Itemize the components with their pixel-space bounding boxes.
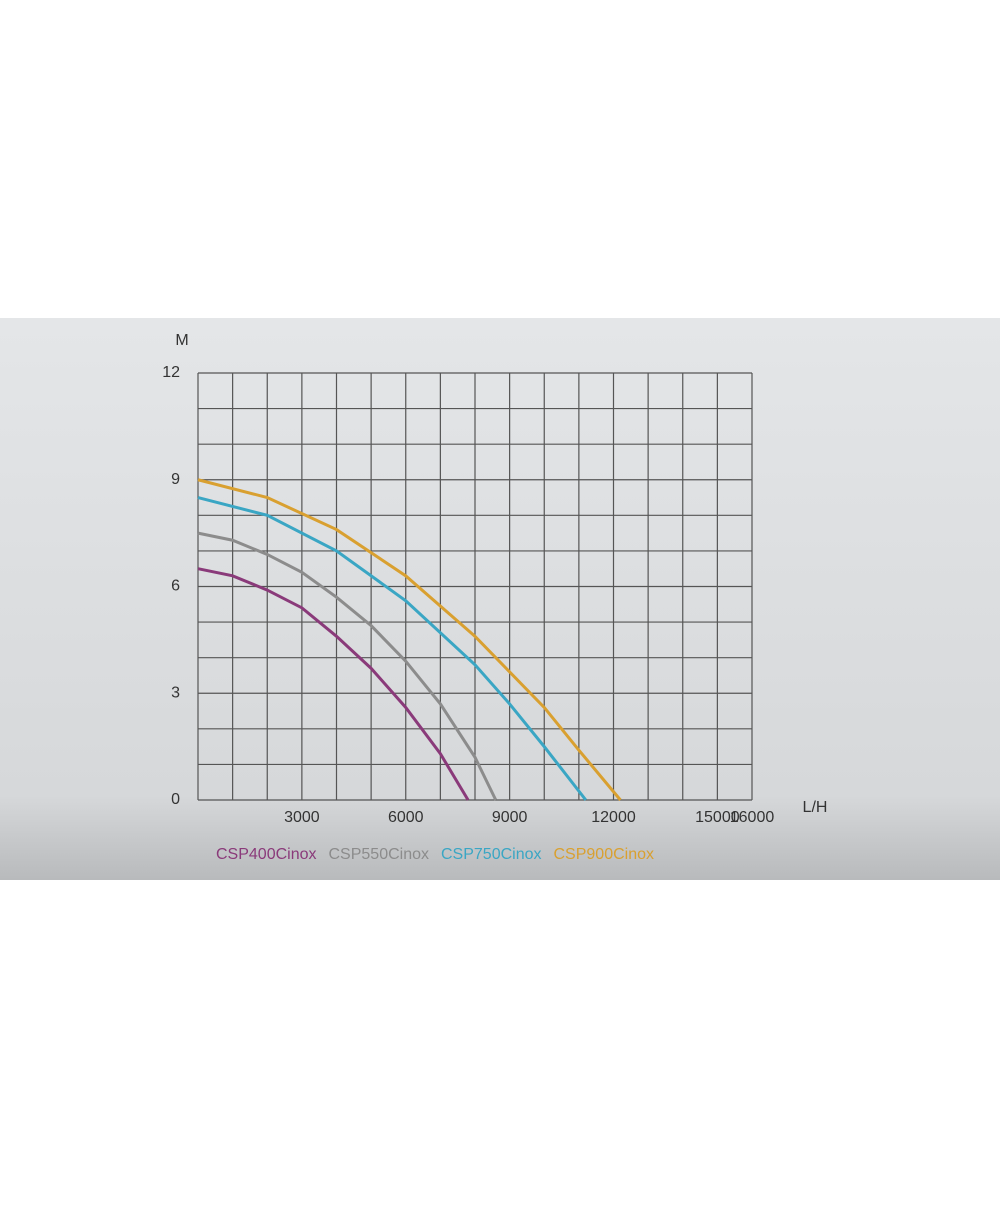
line xyxy=(197,496,587,801)
line xyxy=(197,531,498,801)
legend-entry: CSP750Cinox xyxy=(441,846,542,863)
y-tick-label: 9 xyxy=(171,471,180,488)
line xyxy=(197,478,622,801)
x-tick-label: 15000 xyxy=(695,809,740,826)
y-tick-label: 12 xyxy=(162,364,180,381)
photo-band xyxy=(0,318,1000,880)
legend-entry: CSP400Cinox xyxy=(216,846,317,863)
y-tick-label: 0 xyxy=(171,791,180,808)
y-tick-label: 6 xyxy=(171,578,180,595)
x-tick-label: 16000 xyxy=(730,809,775,826)
x-axis-label: L/H xyxy=(803,799,828,816)
y-axis-label: M xyxy=(175,332,188,349)
x-tick-label: 12000 xyxy=(591,809,636,826)
x-tick-label: 3000 xyxy=(284,809,320,826)
line xyxy=(197,567,470,801)
x-tick-label: 9000 xyxy=(492,809,528,826)
legend-entry: CSP550Cinox xyxy=(329,846,430,863)
y-tick-label: 3 xyxy=(171,684,180,701)
x-tick-label: 6000 xyxy=(388,809,424,826)
legend-entry: CSP900Cinox xyxy=(554,846,655,863)
